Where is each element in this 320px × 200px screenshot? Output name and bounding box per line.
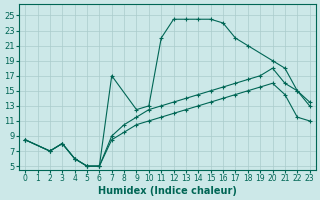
X-axis label: Humidex (Indice chaleur): Humidex (Indice chaleur) (98, 186, 237, 196)
